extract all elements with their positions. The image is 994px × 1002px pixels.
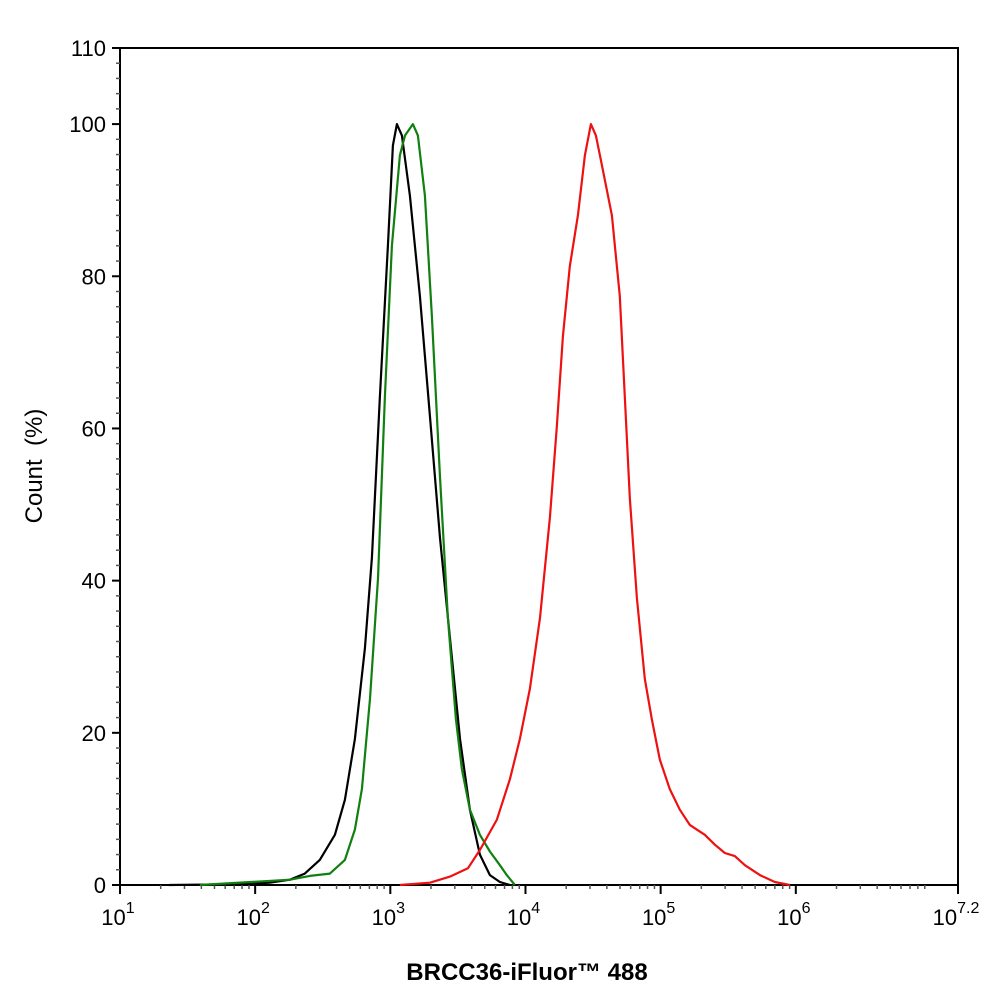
x-tick-base: 10: [236, 905, 260, 930]
x-tick-exponent: 7.2: [957, 900, 979, 917]
series-line-0: [168, 122, 511, 887]
y-tick-label: 100: [69, 112, 106, 137]
x-tick-base: 10: [933, 905, 957, 930]
x-tick-base: 10: [642, 905, 666, 930]
x-tick-label: 104: [507, 900, 540, 930]
x-tick-label: 107.2: [933, 900, 980, 930]
x-tick-base: 10: [372, 905, 396, 930]
x-tick-exponent: 4: [531, 900, 540, 917]
x-tick-exponent: 3: [396, 900, 405, 917]
y-tick-label: 60: [82, 416, 106, 441]
y-tick-label: 110: [71, 36, 106, 61]
x-tick-label: 103: [372, 900, 405, 930]
x-tick-label: 101: [101, 900, 134, 930]
series-line-1: [199, 122, 516, 887]
x-tick-label: 102: [236, 900, 269, 930]
x-tick-exponent: 2: [261, 900, 270, 917]
y-tick-label: 80: [82, 264, 106, 289]
y-tick-label: 0: [94, 873, 106, 898]
y-axis: 0 20 40 60 80 100 110: [69, 36, 120, 898]
y-tick-label: 20: [82, 721, 106, 746]
series-line-2: [399, 122, 791, 887]
x-tick-label: 106: [777, 900, 810, 930]
x-axis: 101 102 103 104 105 106 107.2: [101, 885, 979, 930]
x-tick-exponent: 5: [666, 900, 675, 917]
x-tick-label: 105: [642, 900, 675, 930]
y-axis-title: Count (%): [21, 409, 48, 524]
x-axis-title: BRCC36-iFluor™ 488: [406, 959, 647, 986]
x-tick-exponent: 6: [802, 900, 811, 917]
y-tick-label: 40: [82, 569, 106, 594]
plot-frame: [119, 47, 959, 886]
x-tick-base: 10: [777, 905, 801, 930]
x-tick-exponent: 1: [126, 900, 135, 917]
x-tick-base: 10: [101, 905, 125, 930]
x-tick-base: 10: [507, 905, 531, 930]
series-group: [168, 122, 791, 887]
